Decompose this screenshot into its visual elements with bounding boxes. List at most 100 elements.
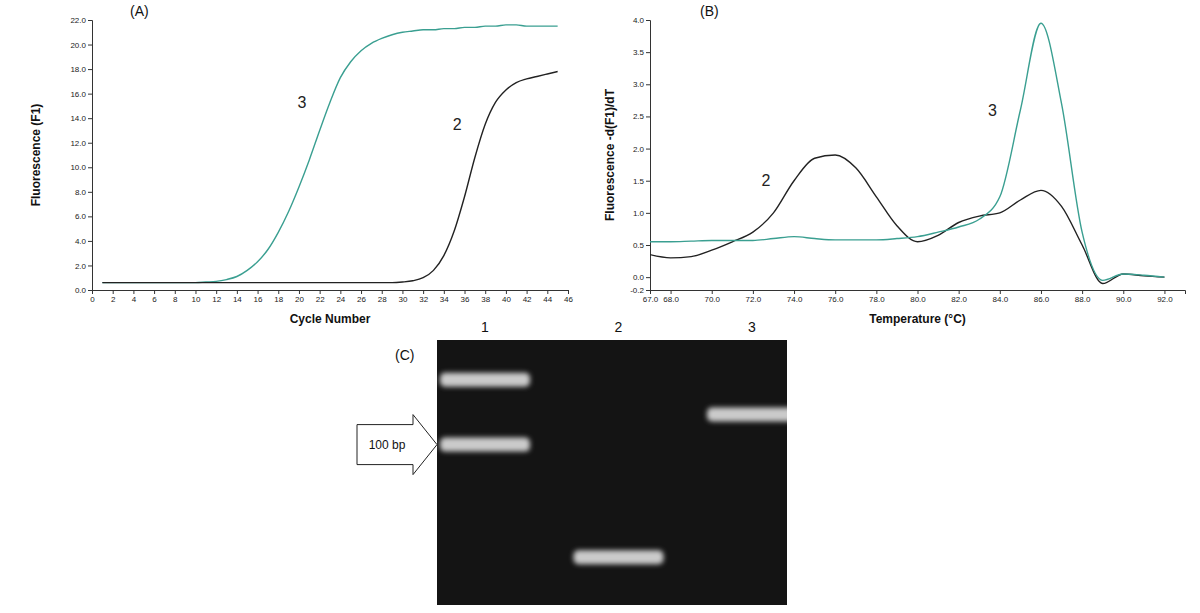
tick: 68.0 [663,290,679,304]
gel-panel: 123(C)100 bp [357,319,797,605]
tick: 2.0 [75,262,92,271]
tick: 6.0 [75,212,92,221]
tick-mark [320,290,321,294]
tick-mark [175,290,176,294]
tick-label: 4 [132,295,137,304]
tick-label: 86.0 [1034,295,1050,304]
x-axis-title: Cycle Number [290,312,371,326]
lane-label: 3 [748,319,756,335]
gel-band [440,438,530,452]
tick-mark [88,45,92,46]
plot-area [102,25,557,283]
axis-line [88,21,93,291]
tick-label: 2 [111,295,116,304]
y-axis-title: Fluorescence (F1) [29,104,43,207]
series-line [650,155,1164,284]
tick-label: 0.0 [633,273,645,282]
tick: 0.0 [75,286,92,295]
tick-mark [340,290,341,294]
tick-label: 30 [398,295,407,304]
tick: 14 [233,290,242,304]
tick-mark [1000,290,1001,294]
tick: 0 [90,290,95,304]
tick-mark [1123,290,1124,294]
tick: 92.0 [1157,290,1173,304]
tick-label: 67.0 [643,295,659,304]
panel: 67.068.070.072.074.076.078.080.082.084.0… [603,3,1186,326]
tick-mark [444,290,445,294]
tick: 3.0 [633,80,650,89]
tick: 42 [523,290,532,304]
tick-label: 3.0 [633,80,645,89]
tick: 84.0 [993,290,1009,304]
tick: 10.0 [70,163,92,172]
gel-lanes [440,373,787,564]
tick: 34 [440,290,449,304]
tick: 3.5 [633,48,650,57]
y-axis: -0.20.00.51.01.52.02.53.03.54.0 [630,16,650,295]
tick: 74.0 [787,290,803,304]
tick-mark [88,265,92,266]
tick-label: 18 [274,295,283,304]
tick-label: 18.0 [70,65,86,74]
tick: 38 [481,290,490,304]
y-axis-title: Fluorescence -d(F1)/dT [603,88,617,221]
panel: 0246810121416182022242628303234363840424… [29,3,573,326]
series-label: 2 [453,116,462,133]
tick-label: 12 [212,295,221,304]
tick: 76.0 [828,290,844,304]
tick-label: 38 [481,295,490,304]
panel-label: (B) [700,3,719,19]
axis-line [93,291,569,295]
series-line [102,25,557,283]
tick-label: 68.0 [663,295,679,304]
tick-mark [237,290,238,294]
gel-frame [437,340,787,605]
tick-mark [671,290,672,294]
tick-label: 2.5 [633,112,645,121]
lane-label: 1 [481,319,489,335]
tick-mark [88,290,92,291]
tick-label: 42 [523,295,532,304]
tick: 8.0 [75,188,92,197]
tick-label: 80.0 [910,295,926,304]
tick: 72.0 [746,290,762,304]
tick-label: 78.0 [869,295,885,304]
tick-mark [423,290,424,294]
tick: 28 [378,290,387,304]
tick-mark [646,52,650,53]
tick: 1.5 [633,177,650,186]
tick-label: 4.0 [633,16,645,25]
tick-label: 6.0 [75,212,87,221]
tick: 22 [316,290,325,304]
tick-mark [88,69,92,70]
tick: 82.0 [951,290,967,304]
tick: 46 [564,290,573,304]
series-label: 2 [762,172,771,189]
tick-label: 24 [336,295,345,304]
tick: 16.0 [70,90,92,99]
tick-mark [195,290,196,294]
tick-mark [402,290,403,294]
tick-label: 22 [316,295,325,304]
tick-label: 76.0 [828,295,844,304]
tick-label: 1.0 [633,209,645,218]
tick-mark [216,290,217,294]
tick-mark [646,277,650,278]
tick: 4 [132,290,137,304]
tick: 4.0 [633,16,650,25]
lane-label: 2 [615,319,623,335]
tick: 32 [419,290,428,304]
tick-label: -0.2 [630,286,644,295]
gel-band [707,407,787,421]
tick-mark [646,84,650,85]
panel-label: (C) [395,347,414,363]
tick: 30 [398,290,407,304]
tick-label: 88.0 [1075,295,1091,304]
tick-mark [835,290,836,294]
tick: 16 [254,290,263,304]
series-line [650,23,1164,280]
tick-mark [876,290,877,294]
tick-mark [88,94,92,95]
tick: 14.0 [70,114,92,123]
